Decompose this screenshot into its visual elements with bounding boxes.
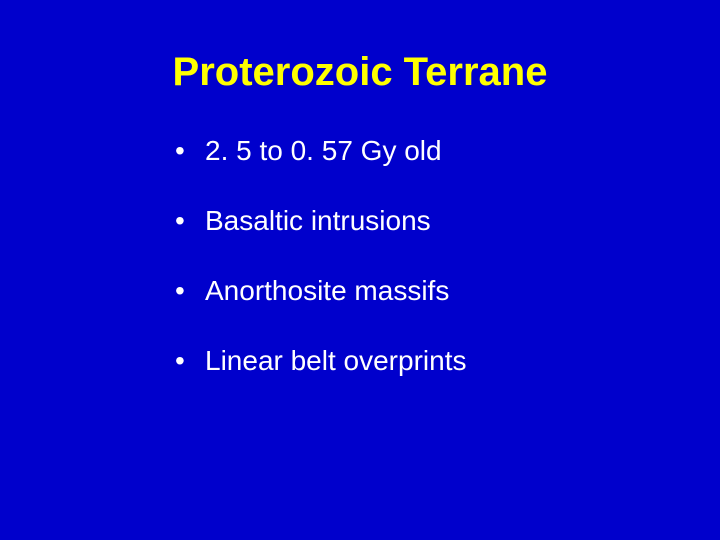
list-item: 2. 5 to 0. 57 Gy old <box>175 135 720 167</box>
slide-container: Proterozoic Terrane 2. 5 to 0. 57 Gy old… <box>0 0 720 540</box>
slide-title: Proterozoic Terrane <box>0 50 720 95</box>
list-item: Linear belt overprints <box>175 345 720 377</box>
bullet-list: 2. 5 to 0. 57 Gy old Basaltic intrusions… <box>0 135 720 377</box>
list-item: Basaltic intrusions <box>175 205 720 237</box>
list-item: Anorthosite massifs <box>175 275 720 307</box>
